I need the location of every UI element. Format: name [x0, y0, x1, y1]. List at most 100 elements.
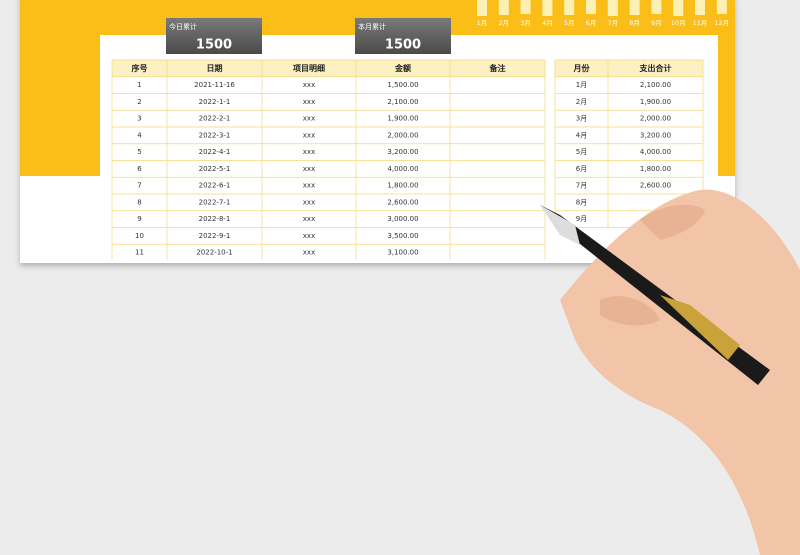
mini-bar	[498, 0, 509, 15]
cell: 8月	[576, 198, 587, 206]
cell: 7	[137, 182, 141, 190]
column-header: 序号	[132, 63, 148, 73]
mini-bar	[564, 0, 575, 15]
mini-bar	[520, 0, 531, 14]
cell: 3	[137, 115, 141, 123]
card	[166, 18, 262, 54]
cell: 2,100.00	[640, 81, 671, 89]
cell: 9	[137, 215, 141, 223]
cell: xxx	[303, 98, 315, 106]
cell: 1,900.00	[387, 115, 418, 123]
pen-nib	[540, 205, 580, 245]
pen-band	[660, 295, 740, 360]
month-label: 8月	[629, 19, 640, 27]
month-label: 4月	[542, 19, 553, 27]
month-label: 3月	[520, 19, 531, 27]
hand	[540, 189, 800, 555]
cell: 1,800.00	[387, 182, 418, 190]
cell: xxx	[303, 182, 315, 190]
cell: 10	[135, 232, 144, 240]
cell: 4月	[576, 131, 587, 139]
cell: 3,200.00	[640, 131, 671, 139]
card	[355, 18, 451, 54]
cell: 11	[135, 249, 144, 257]
cell: xxx	[303, 232, 315, 240]
cell: 2022-2-1	[199, 115, 231, 123]
cell: xxx	[303, 81, 315, 89]
month-label: 7月	[607, 19, 618, 27]
cell: 2,000.00	[387, 131, 418, 139]
cell: 3,500.00	[387, 232, 418, 240]
cell: 2,600.00	[387, 198, 418, 206]
cell: 8	[137, 198, 141, 206]
cell: 2022-10-1	[196, 249, 232, 257]
cell: xxx	[303, 131, 315, 139]
cell: 2022-8-1	[199, 215, 231, 223]
cell: 6	[137, 165, 142, 173]
cell: 5	[137, 148, 141, 156]
table-header	[555, 60, 703, 77]
cell: 1	[137, 81, 141, 89]
month-label: 10月	[671, 19, 686, 27]
table-header	[112, 60, 545, 77]
cell: 2,100.00	[387, 98, 418, 106]
cell: xxx	[303, 249, 315, 257]
column-header: 支出合计	[639, 63, 672, 73]
cell: 4,000.00	[387, 165, 418, 173]
cell: xxx	[303, 148, 315, 156]
cell: 2,600.00	[640, 182, 671, 190]
month-label: 9月	[651, 19, 662, 27]
cell: 9月	[576, 215, 587, 223]
content: 1月 2月 3月 4月 5月 6月 7月 8月 9月 10月 11月 12月今日累计1500本月累计1…	[111, 0, 729, 260]
column-header: 月份	[573, 63, 591, 73]
cell: 2021-11-16	[194, 81, 235, 89]
cell: 2022-3-1	[199, 131, 231, 139]
card-value: 1500	[385, 38, 421, 53]
cell: xxx	[303, 165, 315, 173]
column-header: 金额	[394, 63, 411, 73]
month-label: 11月	[693, 19, 708, 27]
cell: 7月	[576, 182, 587, 190]
cell: 2022-9-1	[199, 232, 231, 240]
month-label: 12月	[714, 19, 729, 27]
cell: 2022-1-1	[199, 98, 231, 106]
card-value: 1500	[196, 38, 232, 53]
cell: 1,500.00	[387, 81, 418, 89]
cell: xxx	[303, 215, 315, 223]
card-label: 本月累计	[358, 22, 386, 31]
cell: 1,900.00	[640, 98, 671, 106]
mini-bar	[477, 0, 487, 16]
cell: 4	[137, 131, 142, 139]
card-label: 今日累计	[169, 22, 197, 31]
month-label: 1月	[477, 19, 488, 27]
cell: 2022-6-1	[199, 182, 231, 190]
mini-bar	[673, 0, 684, 16]
cell: 2	[137, 98, 141, 106]
hand-shape	[560, 189, 800, 555]
cell: 6月	[576, 165, 587, 173]
mini-bar	[629, 0, 640, 15]
cell: xxx	[303, 198, 315, 206]
mini-bar	[716, 0, 727, 14]
month-label: 6月	[586, 19, 597, 27]
column-header: 项目明细	[293, 63, 325, 73]
column-header: 日期	[207, 63, 223, 73]
mini-bar	[607, 0, 618, 16]
cell: 4,000.00	[640, 148, 671, 156]
cell: 2022-7-1	[199, 198, 231, 206]
cell: 2,000.00	[640, 115, 671, 123]
cell: 2月	[576, 98, 587, 106]
cell: 2022-4-1	[199, 148, 231, 156]
cell: 1月	[576, 81, 587, 89]
finger	[600, 296, 660, 326]
cell: 2022-5-1	[199, 165, 231, 173]
mini-bar	[586, 0, 596, 14]
cell: 1,800.00	[640, 165, 671, 173]
cell: 3,000.00	[387, 215, 418, 223]
cell: 5月	[576, 148, 587, 156]
mini-bar	[542, 0, 553, 16]
finger	[640, 204, 705, 240]
mini-bar	[651, 0, 662, 14]
column-header: 备注	[489, 63, 506, 73]
